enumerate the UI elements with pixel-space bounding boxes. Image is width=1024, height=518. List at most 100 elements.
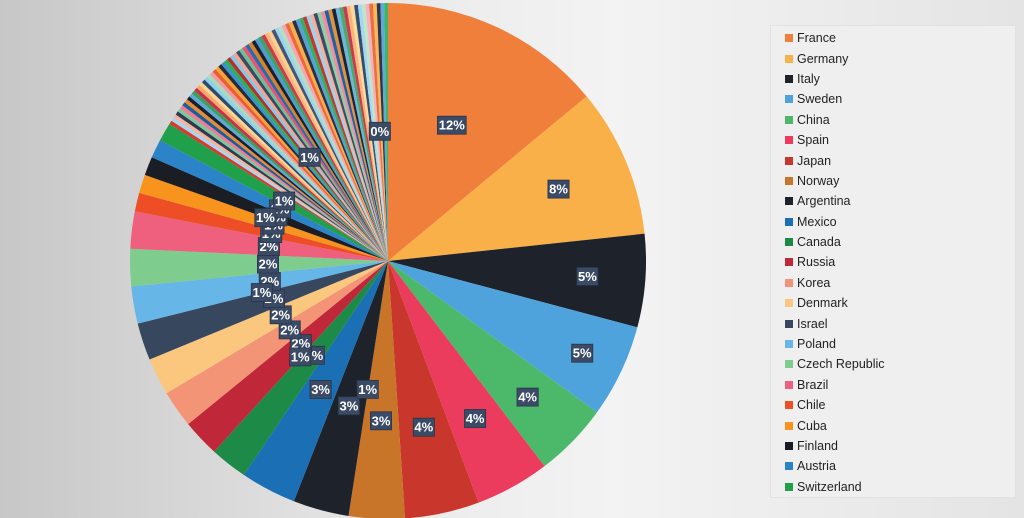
- legend-label: France: [797, 31, 836, 46]
- pie-slice-other-28: [180, 105, 388, 261]
- pie-slice-other-29: [182, 102, 388, 261]
- pie-slice-other-39: [207, 74, 388, 261]
- legend-label: Austria: [797, 459, 836, 474]
- pie-slice-other-27: [177, 108, 388, 261]
- pie-slice-other-36: [199, 82, 388, 261]
- legend-label: Czech Republic: [797, 357, 885, 372]
- pie-slice-other-66: [292, 20, 388, 261]
- data-label-text: 5%: [578, 269, 597, 284]
- data-label-text: 0%: [370, 124, 389, 139]
- legend-swatch: [785, 380, 793, 389]
- legend-item-russia: Russia: [771, 252, 1015, 272]
- legend-swatch: [785, 54, 793, 63]
- pie-slice-other-65: [288, 21, 388, 262]
- pie-slice-other-74: [320, 10, 388, 261]
- data-label-text: 2%: [259, 257, 278, 272]
- data-label-text: 1%: [253, 285, 272, 300]
- legend-swatch: [785, 74, 793, 83]
- legend-swatch: [785, 360, 793, 369]
- data-label-text: 2%: [291, 336, 310, 351]
- pie-slice-other-64: [285, 22, 388, 261]
- pie-slice-other-67: [295, 18, 388, 262]
- legend-swatch: [785, 34, 793, 43]
- pie-slice-other-37: [201, 79, 388, 261]
- data-label-box: [464, 409, 487, 428]
- pie-slice-other-34: [194, 87, 388, 261]
- data-label-27: 1%: [298, 147, 321, 167]
- legend-item-france: France: [771, 28, 1015, 48]
- legend-item-poland: Poland: [771, 334, 1015, 354]
- data-label-box: [369, 411, 392, 431]
- data-label-5: 4%: [464, 409, 487, 428]
- data-label-text: 4%: [466, 411, 485, 426]
- legend-label: Russia: [797, 255, 836, 270]
- pie-slice-other-31: [186, 96, 388, 262]
- data-label-text: 1%: [358, 382, 377, 397]
- legend-swatch: [785, 278, 793, 287]
- legend-item-mexico: Mexico: [771, 212, 1015, 232]
- data-label-text: 2%: [271, 307, 290, 322]
- pie-slice-other-78: [335, 7, 388, 261]
- legend-swatch: [785, 136, 793, 145]
- legend-label: Canada: [797, 235, 841, 250]
- legend-label: Finland: [797, 439, 838, 453]
- data-label-text: 4%: [414, 420, 433, 435]
- legend-item-spain: Spain: [771, 130, 1015, 150]
- data-label-box: [273, 191, 296, 211]
- legend-swatch: [785, 401, 793, 410]
- pie-slices: [129, 3, 647, 518]
- data-label-box: [412, 417, 435, 437]
- data-label-text: 3%: [372, 413, 391, 428]
- legend-swatch: [785, 115, 793, 124]
- pie-slice-other-81: [346, 5, 388, 262]
- pie-slice-other-57: [261, 34, 388, 261]
- data-label-box: [250, 283, 273, 302]
- pie-slice-other-73: [317, 11, 388, 261]
- data-label-13: 2%: [269, 305, 292, 325]
- data-label-1: 8%: [547, 179, 570, 199]
- data-label-box: [309, 379, 332, 399]
- legend-swatch: [785, 197, 793, 206]
- pie-slice-other-59: [268, 30, 388, 261]
- pie-slice-other-35: [196, 85, 388, 262]
- pie-slice-russia: [188, 261, 388, 452]
- data-label-text: 1%: [300, 150, 319, 165]
- legend-label: Mexico: [797, 214, 837, 229]
- pie-slice-other-71: [309, 13, 388, 261]
- data-label-box: [298, 147, 321, 167]
- legend-item-korea: Korea: [771, 273, 1015, 293]
- data-label-22: 1%: [273, 191, 296, 211]
- pie-slice-argentina: [293, 261, 388, 516]
- pie-slice-other-77: [331, 8, 388, 262]
- data-label-text: 3%: [340, 398, 359, 413]
- data-label-box: [576, 266, 599, 286]
- legend-swatch: [785, 421, 793, 430]
- legend-label: Norway: [797, 173, 840, 188]
- legend-item-cuba: Cuba: [771, 415, 1015, 435]
- pie-slice-other-33: [191, 90, 388, 262]
- data-label-24: 1%: [289, 347, 312, 367]
- legend-label: Poland: [797, 337, 836, 352]
- pie-chart-area: 12% 8% 5% 5% 4% 4% 4% 3% 3% 3% 2% 2% 2% 2% 2% 2% 2% 2% 1% 1…: [129, 3, 647, 518]
- pie-slice-italy: [388, 233, 647, 328]
- data-label-6: 4%: [412, 417, 435, 437]
- pie-slice-other-60: [271, 29, 388, 261]
- pie-slice-other-38: [204, 76, 388, 262]
- pie-slice-other-70: [306, 15, 388, 261]
- pie-slice-other-76: [328, 9, 388, 262]
- data-label-text: 2%: [280, 322, 299, 337]
- pie-slice-spain: [388, 261, 545, 503]
- legend-label: Switzerland: [797, 479, 862, 494]
- legend-item-denmark: Denmark: [771, 293, 1015, 313]
- legend-item-canada: Canada: [771, 232, 1015, 252]
- data-label-box: [289, 347, 312, 367]
- data-label-25: 1%: [250, 283, 273, 302]
- pie-slice-other-63: [281, 24, 388, 261]
- legend-item-italy: Italy: [771, 69, 1015, 89]
- data-label-23: 1%: [356, 379, 379, 399]
- data-label-16: 2%: [256, 254, 279, 274]
- pie-slice-other-58: [264, 32, 388, 261]
- legend-item-brazil: Brazil: [771, 375, 1015, 395]
- legend-swatch: [785, 482, 793, 491]
- legend-label: Israel: [797, 316, 828, 331]
